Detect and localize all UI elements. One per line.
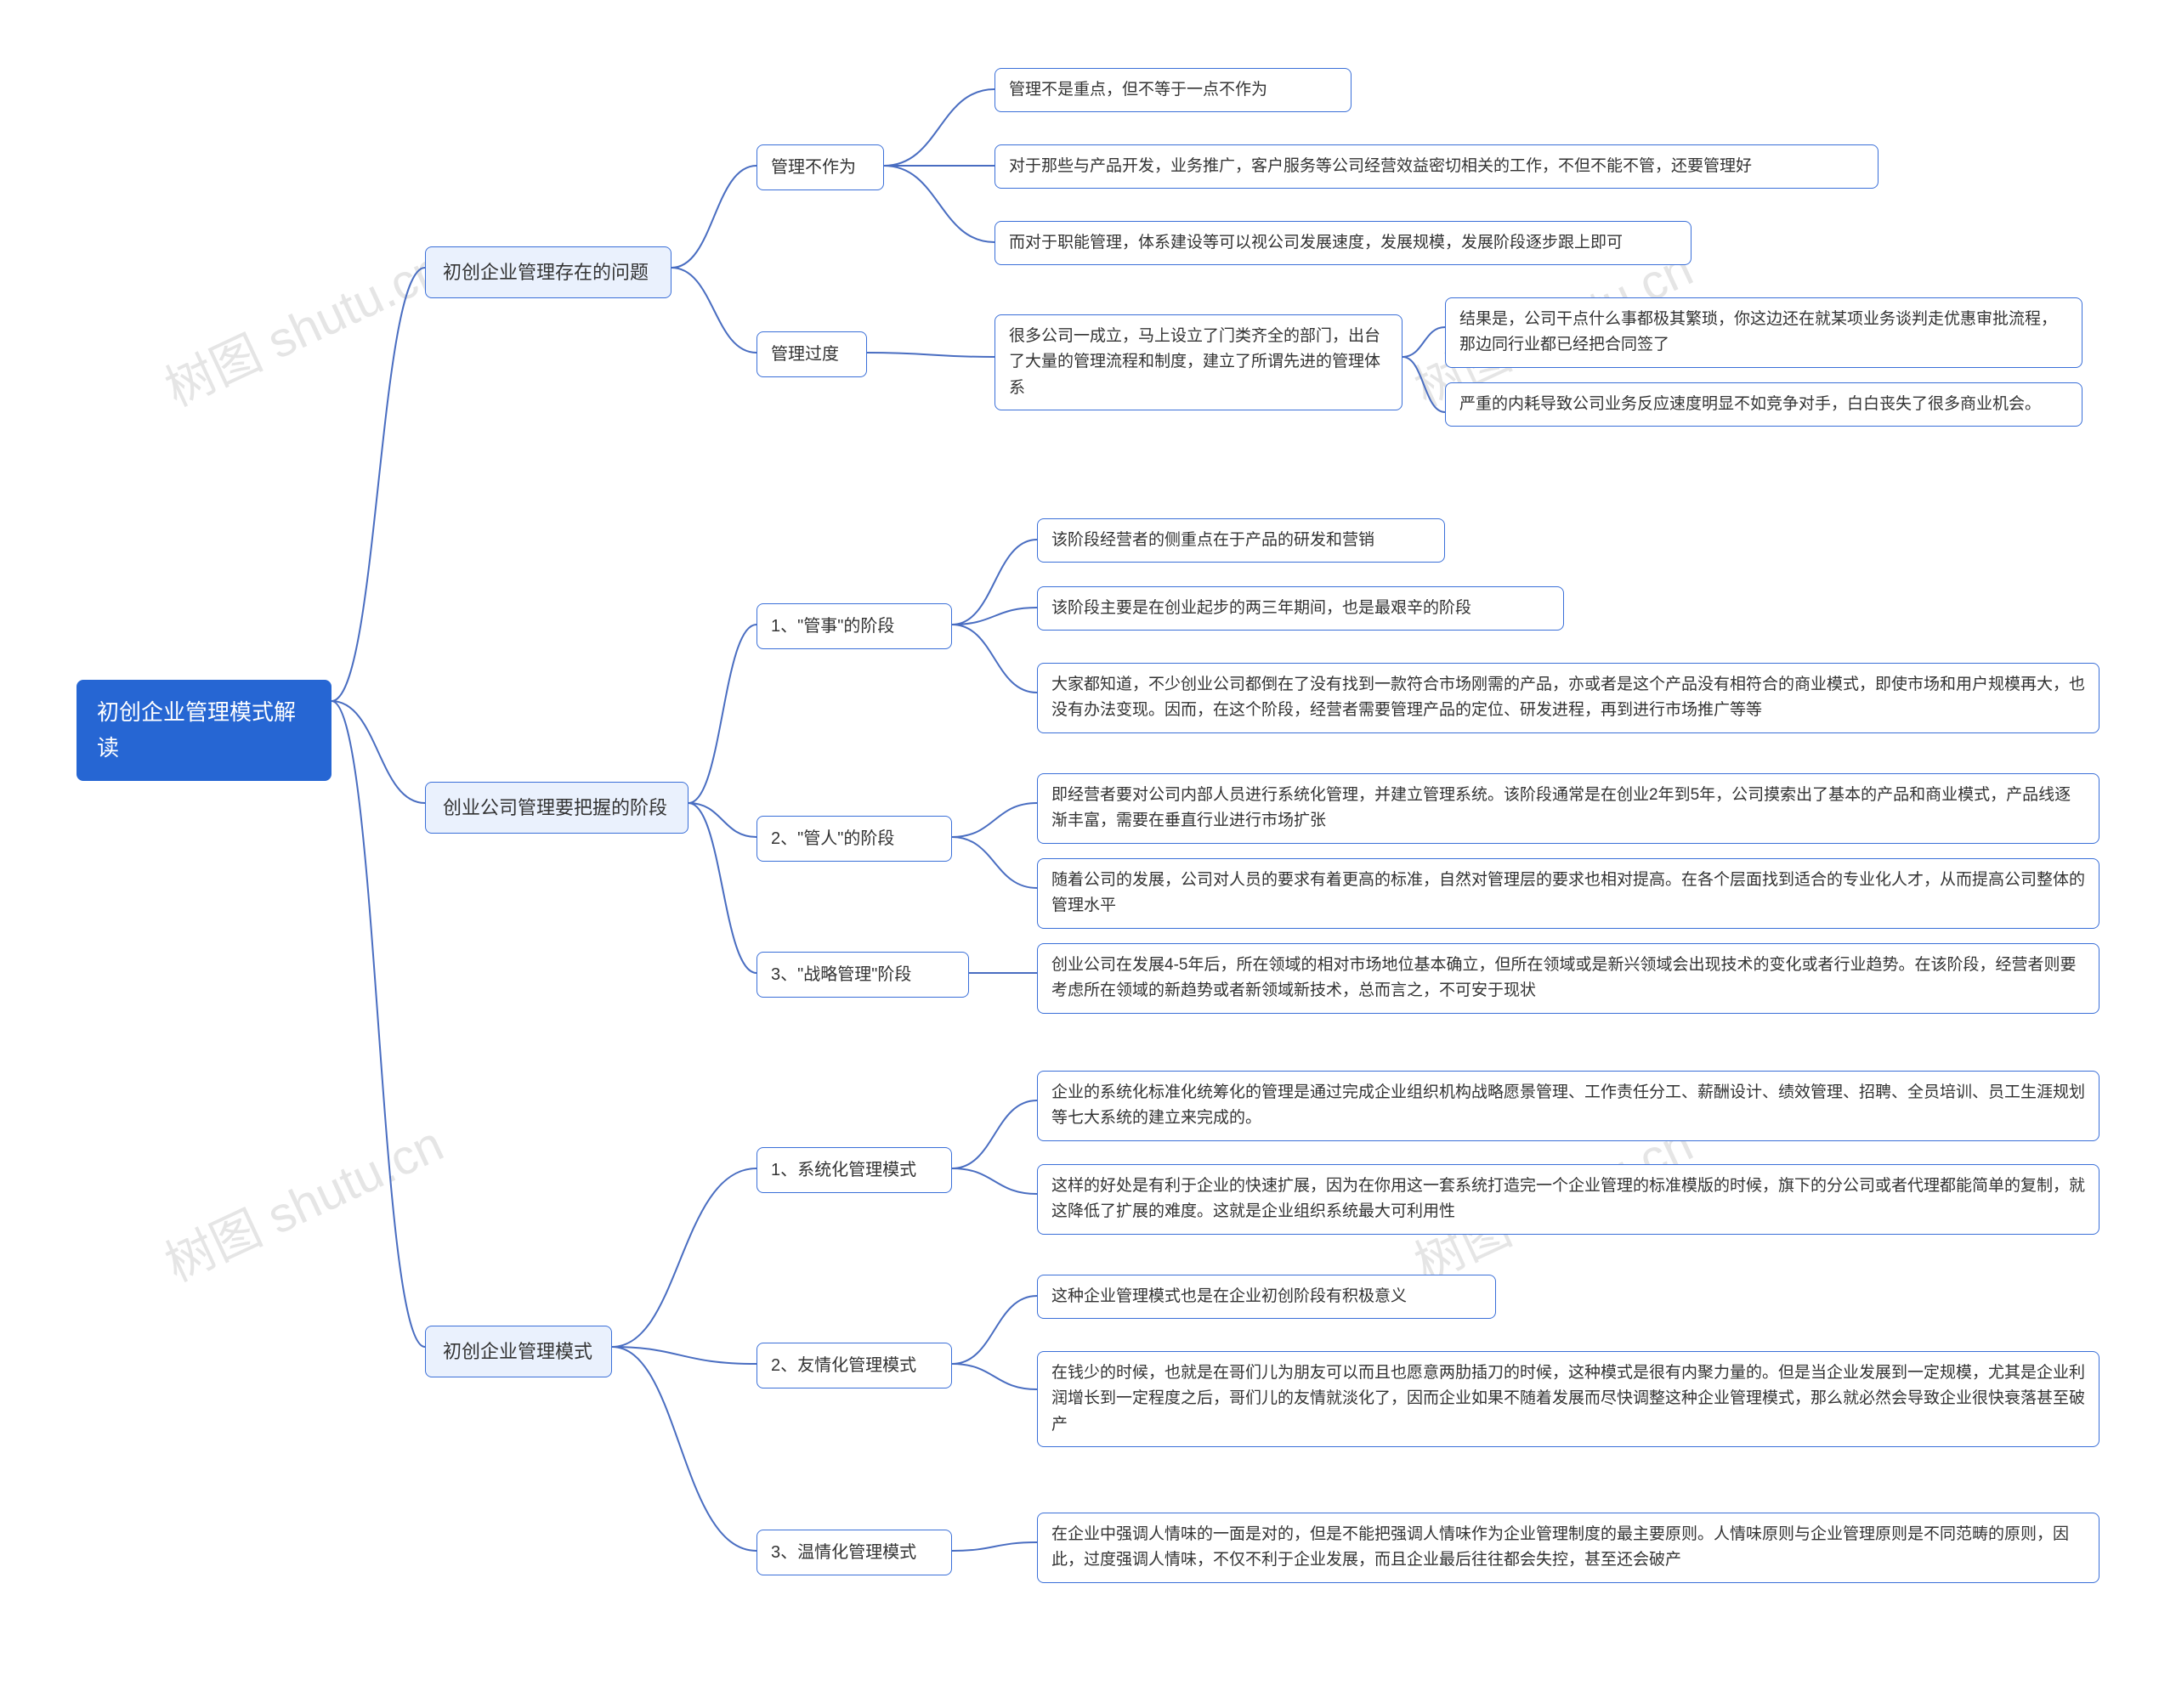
sub-over-mgmt[interactable]: 管理过度 — [756, 331, 867, 377]
leaf-node[interactable]: 创业公司在发展4-5年后，所在领域的相对市场地位基本确立，但所在领域或是新兴领域… — [1037, 943, 2100, 1014]
branch-models[interactable]: 初创企业管理模式 — [425, 1326, 612, 1377]
sub-stage-affairs[interactable]: 1、"管事"的阶段 — [756, 603, 952, 649]
leaf-node[interactable]: 该阶段主要是在创业起步的两三年期间，也是最艰辛的阶段 — [1037, 586, 1564, 631]
leaf-node[interactable]: 在企业中强调人情味的一面是对的，但是不能把强调人情味作为企业管理制度的最主要原则… — [1037, 1513, 2100, 1583]
leaf-node[interactable]: 随着公司的发展，公司对人员的要求有着更高的标准，自然对管理层的要求也相对提高。在… — [1037, 858, 2100, 929]
sub-model-warm[interactable]: 3、温情化管理模式 — [756, 1530, 952, 1575]
leaf-node[interactable]: 结果是，公司干点什么事都极其繁琐，你这边还在就某项业务谈判走优惠审批流程，那边同… — [1445, 297, 2082, 368]
leaf-node[interactable]: 管理不是重点，但不等于一点不作为 — [994, 68, 1352, 112]
leaf-node[interactable]: 在钱少的时候，也就是在哥们儿为朋友可以而且也愿意两肋插刀的时候，这种模式是很有内… — [1037, 1351, 2100, 1447]
sub-model-friend[interactable]: 2、友情化管理模式 — [756, 1343, 952, 1388]
leaf-node[interactable]: 严重的内耗导致公司业务反应速度明显不如竞争对手，白白丧失了很多商业机会。 — [1445, 382, 2082, 427]
sub-model-system[interactable]: 1、系统化管理模式 — [756, 1147, 952, 1193]
leaf-node[interactable]: 这样的好处是有利于企业的快速扩展，因为在你用这一套系统打造完一个企业管理的标准模… — [1037, 1164, 2100, 1235]
leaf-node[interactable]: 这种企业管理模式也是在企业初创阶段有积极意义 — [1037, 1275, 1496, 1319]
watermark: 树图 shutu.cn — [152, 229, 453, 421]
watermark: 树图 shutu.cn — [152, 1105, 453, 1296]
leaf-node[interactable]: 即经营者要对公司内部人员进行系统化管理，并建立管理系统。该阶段通常是在创业2年到… — [1037, 773, 2100, 844]
branch-problems[interactable]: 初创企业管理存在的问题 — [425, 246, 672, 298]
leaf-node[interactable]: 对于那些与产品开发，业务推广，客户服务等公司经营效益密切相关的工作，不但不能不管… — [994, 144, 1878, 189]
leaf-node[interactable]: 该阶段经营者的侧重点在于产品的研发和营销 — [1037, 518, 1445, 563]
leaf-node[interactable]: 大家都知道，不少创业公司都倒在了没有找到一款符合市场刚需的产品，亦或者是这个产品… — [1037, 663, 2100, 733]
leaf-node[interactable]: 企业的系统化标准化统筹化的管理是通过完成企业组织机构战略愿景管理、工作责任分工、… — [1037, 1071, 2100, 1141]
sub-stage-people[interactable]: 2、"管人"的阶段 — [756, 816, 952, 862]
sub-stage-strategy[interactable]: 3、"战略管理"阶段 — [756, 952, 969, 998]
root-node[interactable]: 初创企业管理模式解读 — [76, 680, 332, 781]
leaf-node[interactable]: 而对于职能管理，体系建设等可以视公司发展速度，发展规模，发展阶段逐步跟上即可 — [994, 221, 1692, 265]
branch-stages[interactable]: 创业公司管理要把握的阶段 — [425, 782, 688, 834]
leaf-node[interactable]: 很多公司一成立，马上设立了门类齐全的部门，出台了大量的管理流程和制度，建立了所谓… — [994, 314, 1402, 410]
sub-no-mgmt[interactable]: 管理不作为 — [756, 144, 884, 190]
